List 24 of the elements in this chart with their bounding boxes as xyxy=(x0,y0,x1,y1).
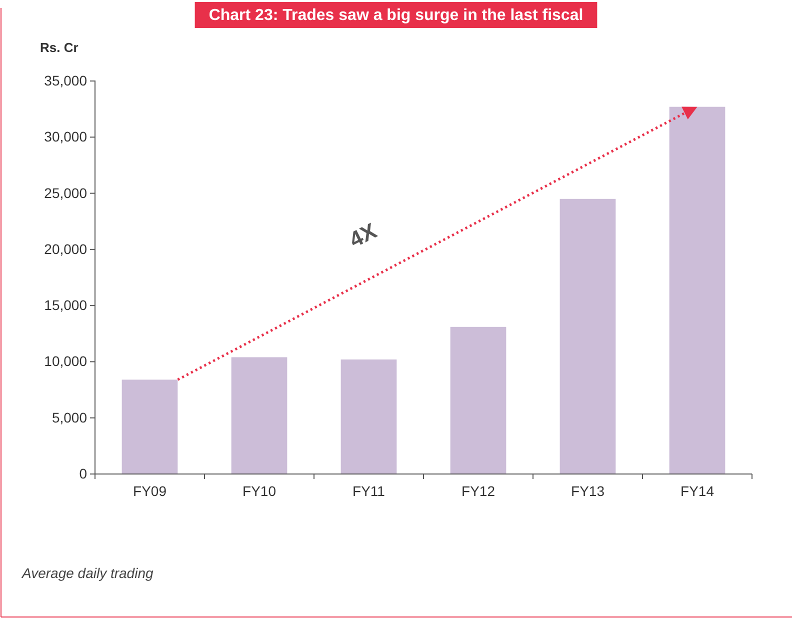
y-tick-label: 30,000 xyxy=(44,128,88,145)
bar xyxy=(340,359,397,474)
chart-title: Chart 23: Trades saw a big surge in the last fiscal xyxy=(208,7,584,24)
bar xyxy=(669,106,726,474)
x-tick-label: FY10 xyxy=(242,482,276,499)
y-axis-title: Rs. Cr xyxy=(40,40,78,55)
y-tick-label: 0 xyxy=(79,465,88,482)
y-tick-label: 25,000 xyxy=(44,184,88,201)
x-tick-label: FY09 xyxy=(133,482,167,499)
x-tick-label: FY14 xyxy=(680,482,714,499)
y-tick-label: 15,000 xyxy=(44,297,88,314)
bar xyxy=(450,326,506,474)
x-tick-label: FY11 xyxy=(352,482,386,499)
y-tick-label: 10,000 xyxy=(44,353,88,370)
y-tick-label: 35,000 xyxy=(44,72,88,88)
bar xyxy=(231,357,288,474)
bar xyxy=(560,198,616,474)
annotation: 4X xyxy=(345,218,381,252)
x-tick-label: FY13 xyxy=(571,482,605,499)
bar xyxy=(122,380,178,474)
x-tick-label: FY12 xyxy=(462,482,496,499)
y-tick-label: 20,000 xyxy=(44,240,88,257)
text: Average daily trading xyxy=(21,565,154,581)
y-tick-label: 5,000 xyxy=(52,409,88,426)
